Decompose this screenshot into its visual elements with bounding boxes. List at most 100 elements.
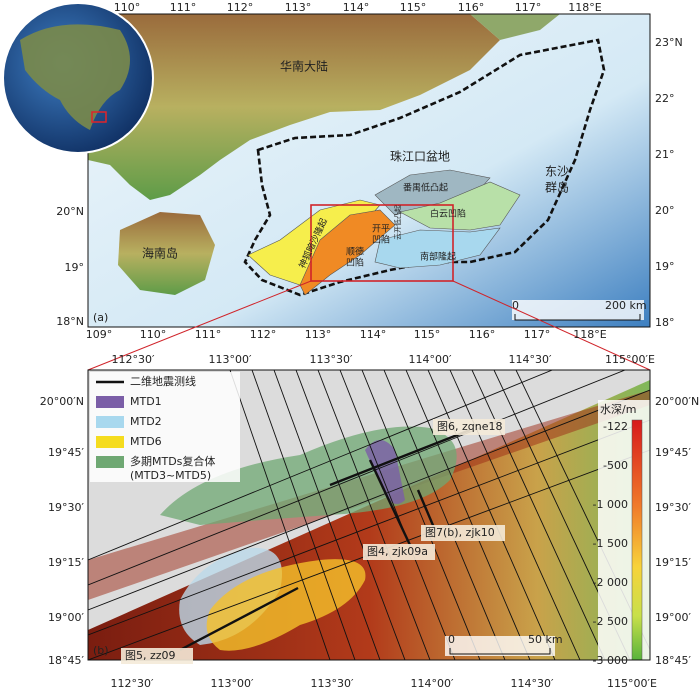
colorbar-tick: -500 — [603, 459, 628, 472]
lat-label: 18°45′ — [655, 654, 691, 667]
place-label: 云开低凸起 — [393, 205, 402, 240]
profile-label-box — [433, 419, 505, 435]
place-label: 白云凹陷 — [430, 208, 466, 220]
lon-label: 114°30′ — [509, 353, 552, 366]
profile-label-box — [421, 525, 505, 541]
colorbar-tick: -2 000 — [593, 576, 628, 589]
panel-b-frame — [87, 369, 651, 661]
seismic-line — [449, 370, 581, 660]
legend-label: MTD2 — [130, 415, 162, 428]
lon-label: 114° — [343, 1, 370, 14]
profile-label: 图4, zjk09a — [367, 545, 428, 558]
lon-label: 112° — [227, 1, 254, 14]
lon-label: 112° — [250, 328, 277, 341]
lat-label: 20°N — [56, 205, 84, 218]
seismic-line — [361, 370, 481, 660]
colorbar-tick: -3 000 — [593, 654, 628, 667]
lon-label: 113°00′ — [211, 677, 254, 690]
lon-label: 113°30′ — [310, 353, 353, 366]
lat-label: 19°15′ — [655, 556, 691, 569]
lat-label: 18° — [655, 316, 675, 329]
place-label: 东沙 — [545, 165, 569, 179]
lat-label: 20° — [655, 204, 675, 217]
lon-label: 116° — [469, 328, 496, 341]
profile-label: 图6, zqne18 — [437, 420, 502, 433]
colorbar-tick: -122 — [603, 420, 628, 433]
panel-label: (a) — [93, 311, 108, 324]
lat-label: 20°00′N — [655, 395, 699, 408]
place-label: 海南岛 — [142, 246, 178, 261]
lon-label: 114°00′ — [409, 353, 452, 366]
axis-labels: 110° 111° 112° 113° 114° 115° 116° 117° 118°E 109… — [40, 1, 699, 690]
lat-label: 19°30′ — [655, 501, 691, 514]
lat-label: 23°N — [655, 36, 683, 49]
lat-label: 22° — [655, 92, 675, 105]
legend-swatch — [96, 396, 124, 408]
zoom-connector — [87, 280, 312, 371]
scale-label: 50 km — [528, 633, 563, 646]
place-label: 开平 — [372, 224, 390, 235]
lon-label: 111° — [170, 1, 197, 14]
lon-label: 109° — [86, 328, 113, 341]
lon-label: 112°30′ — [111, 677, 154, 690]
place-label: 华南大陆 — [280, 59, 328, 74]
place-label: 南部隆起 — [420, 251, 456, 263]
colorbar-title: 水深/m — [600, 403, 636, 416]
legend-label: MTD6 — [130, 435, 162, 448]
lon-label: 113° — [285, 1, 312, 14]
legend-label: 多期MTDs复合体 — [130, 454, 215, 468]
lat-label: 19°30′ — [48, 501, 84, 514]
profile-label: 图7(b), zjk10 — [425, 526, 495, 539]
seismic-line — [229, 370, 331, 660]
seismic-line — [339, 370, 456, 660]
lon-label: 117° — [515, 1, 542, 14]
lat-label: 19°45′ — [48, 446, 84, 459]
colorbar-tick: -1 000 — [593, 498, 628, 511]
seismic-line — [471, 370, 606, 660]
lon-label: 116° — [458, 1, 485, 14]
lat-label: 21° — [655, 148, 675, 161]
place-label: 顺德 — [346, 246, 364, 258]
legend-label: 二维地震测线 — [130, 374, 196, 388]
lon-label: 118°E — [573, 328, 606, 341]
lat-label: 19°00′ — [655, 611, 691, 624]
seismic-line — [295, 370, 406, 660]
panel-b-map — [88, 370, 650, 660]
legend-swatch — [96, 456, 124, 468]
legend-swatch — [96, 436, 124, 448]
lon-label: 113° — [305, 328, 332, 341]
lon-label: 117° — [524, 328, 551, 341]
colorbar-ticks: -122 -500 -1 000 -1 500 -2 000 -2 500 -3 000 — [593, 420, 628, 667]
seismic-line — [383, 370, 506, 660]
seismic-line — [88, 389, 650, 611]
lon-label: 112°30′ — [112, 353, 155, 366]
zoom-connector — [452, 280, 651, 371]
profile-labels: 图6, zqne18 图7(b), zjk10 图4, zjk09a 图5, zz09 — [121, 419, 505, 664]
lat-label: 20°00′N — [40, 395, 84, 408]
legend: 二维地震测线 MTD1 MTD2 MTD6 多期MTDs复合体(MTD3~MTD5) — [96, 374, 215, 482]
lon-label: 115°00′E — [607, 677, 657, 690]
profile-label-box — [363, 544, 435, 560]
place-label: 珠江口盆地 — [390, 150, 450, 164]
colorbar-tick: -1 500 — [593, 537, 628, 550]
seismic-line — [88, 370, 627, 586]
lat-label: 19°45′ — [655, 446, 691, 459]
panel-a-frame — [87, 13, 651, 328]
profile-label: 图5, zz09 — [125, 649, 176, 662]
place-label: 凹陷 — [346, 257, 364, 269]
seismic-line — [88, 370, 554, 561]
seismic-line — [251, 370, 356, 660]
seismic-line — [427, 370, 556, 660]
legend-label: (MTD3~MTD5) — [130, 469, 211, 482]
colorbar-tick: -2 500 — [593, 615, 628, 628]
lon-label: 114°00′ — [411, 677, 454, 690]
lat-label: 19° — [65, 261, 85, 274]
lon-label: 111° — [195, 328, 222, 341]
place-label: 凹陷 — [372, 234, 390, 246]
lat-label: 18°N — [56, 315, 84, 328]
scale-label: 200 km — [605, 299, 647, 312]
place-label: 群岛 — [545, 180, 569, 195]
legend-swatch — [96, 416, 124, 428]
lon-label: 114° — [360, 328, 387, 341]
